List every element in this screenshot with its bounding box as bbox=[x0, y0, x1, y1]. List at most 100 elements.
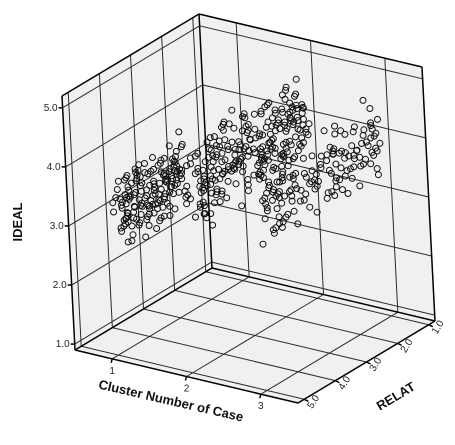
data-point bbox=[272, 192, 280, 200]
data-point bbox=[270, 186, 277, 194]
data-point bbox=[282, 86, 290, 94]
data-point bbox=[291, 153, 299, 161]
data-point bbox=[269, 143, 276, 151]
data-point bbox=[199, 198, 207, 206]
data-point bbox=[118, 201, 125, 209]
data-point bbox=[194, 150, 202, 157]
data-point bbox=[331, 130, 339, 138]
data-point bbox=[210, 167, 218, 175]
data-point bbox=[344, 190, 352, 197]
data-point bbox=[174, 168, 181, 176]
data-point bbox=[134, 166, 142, 174]
data-point bbox=[281, 192, 288, 200]
data-point bbox=[224, 177, 232, 185]
data-point bbox=[293, 113, 301, 121]
data-point bbox=[162, 190, 170, 198]
data-point bbox=[259, 240, 267, 248]
data-point bbox=[348, 174, 356, 182]
data-point bbox=[367, 160, 375, 168]
data-point bbox=[109, 199, 117, 207]
box-edge bbox=[198, 13, 423, 68]
data-point bbox=[130, 208, 138, 216]
data-point bbox=[294, 125, 302, 133]
data-point bbox=[366, 105, 374, 112]
data-point bbox=[351, 155, 358, 163]
data-point bbox=[128, 237, 136, 245]
data-point bbox=[201, 158, 209, 166]
data-point bbox=[274, 190, 282, 198]
data-point bbox=[153, 225, 161, 232]
data-point bbox=[282, 138, 290, 146]
data-point bbox=[259, 131, 267, 139]
data-point bbox=[218, 187, 226, 195]
data-point bbox=[183, 200, 191, 208]
data-point bbox=[367, 119, 375, 127]
data-point bbox=[293, 105, 301, 113]
data-point bbox=[128, 179, 135, 187]
cluster-tick-label: 2 bbox=[184, 384, 190, 395]
data-point bbox=[241, 114, 249, 122]
data-point bbox=[251, 125, 259, 133]
z-axis-title: RELAT bbox=[374, 379, 418, 414]
data-point bbox=[258, 156, 266, 164]
box-edge bbox=[61, 13, 200, 97]
data-point bbox=[304, 131, 312, 139]
data-point bbox=[118, 227, 126, 235]
data-point bbox=[144, 170, 152, 178]
data-point bbox=[328, 188, 336, 196]
data-point bbox=[113, 186, 121, 193]
data-point bbox=[273, 205, 281, 213]
data-point bbox=[200, 202, 208, 210]
data-point bbox=[166, 202, 174, 210]
data-point bbox=[278, 151, 286, 159]
data-point bbox=[298, 134, 306, 142]
data-point bbox=[267, 145, 275, 153]
grid-line-floor-relat bbox=[143, 308, 367, 363]
data-point bbox=[194, 168, 202, 176]
data-point bbox=[209, 152, 217, 160]
data-point bbox=[292, 101, 300, 109]
data-point bbox=[367, 134, 375, 142]
ideal-tick-label: 5.0 bbox=[44, 103, 58, 114]
data-point bbox=[358, 140, 366, 147]
data-point bbox=[278, 174, 286, 182]
data-point bbox=[286, 173, 294, 181]
data-point bbox=[110, 208, 118, 216]
data-point bbox=[376, 139, 384, 147]
data-point bbox=[347, 165, 354, 173]
data-point bbox=[143, 216, 151, 224]
data-point bbox=[257, 107, 265, 115]
data-point bbox=[196, 203, 204, 211]
data-point bbox=[207, 210, 215, 218]
data-point bbox=[157, 214, 165, 222]
data-point bbox=[277, 155, 285, 163]
data-point bbox=[230, 164, 238, 172]
data-point bbox=[215, 165, 222, 173]
data-point bbox=[345, 152, 353, 160]
relat-tick-mark bbox=[397, 342, 402, 347]
ideal-tick-label: 1.0 bbox=[56, 339, 70, 350]
data-point bbox=[200, 187, 208, 194]
data-point bbox=[203, 138, 211, 146]
data-point bbox=[296, 197, 304, 205]
data-point bbox=[211, 176, 219, 184]
data-point bbox=[168, 172, 176, 180]
data-point bbox=[166, 212, 174, 219]
data-point bbox=[350, 151, 358, 159]
grid-line-left-relat bbox=[67, 92, 82, 347]
data-point bbox=[244, 152, 252, 160]
data-point bbox=[306, 180, 314, 188]
data-point bbox=[175, 128, 183, 136]
data-point bbox=[286, 188, 294, 195]
data-point bbox=[223, 194, 231, 202]
data-point bbox=[187, 195, 194, 203]
data-point bbox=[156, 179, 164, 187]
grid-line-floor-relat bbox=[81, 345, 305, 400]
data-point bbox=[178, 169, 185, 177]
grid-line-floor-relat bbox=[174, 289, 398, 344]
relat-tick-mark bbox=[303, 398, 309, 402]
data-point bbox=[235, 146, 243, 154]
data-point bbox=[257, 153, 265, 161]
data-point bbox=[118, 204, 126, 212]
